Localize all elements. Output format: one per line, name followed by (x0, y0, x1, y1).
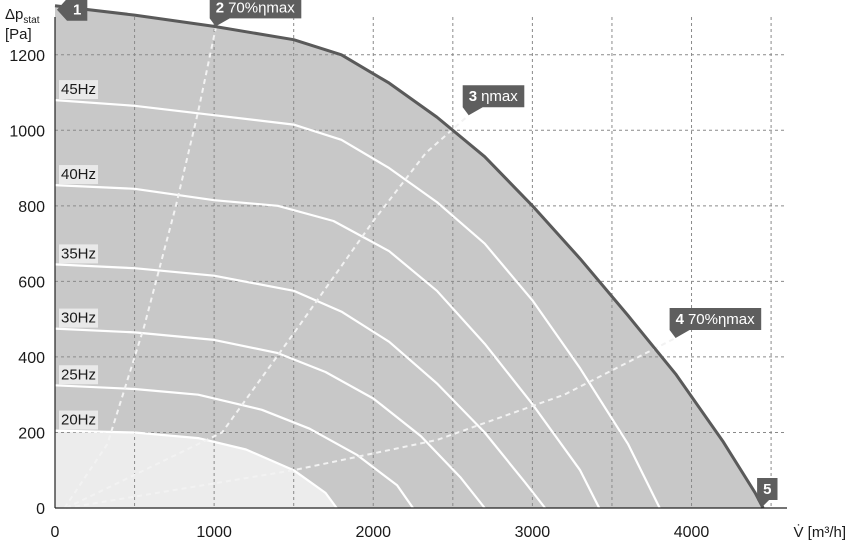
frequency-labels: 45Hz 40Hz 35Hz 30Hz 25Hz 20Hz (59, 80, 99, 430)
frequency-label-bg (59, 165, 99, 185)
point-marker-label: 3 ηmax (469, 88, 519, 105)
point-marker-tag (209, 0, 302, 27)
low-frequency-region (55, 430, 337, 508)
point-marker-2: 2 70%ηmax (209, 0, 302, 27)
frequency-label-bg (59, 410, 99, 430)
frequency-label-40hz: 40Hz (61, 166, 96, 183)
frequency-curves (54, 99, 661, 509)
frequency-label-35hz: 35Hz (61, 245, 96, 262)
frequency-label-bg (59, 365, 99, 385)
grid (55, 17, 787, 508)
x-axis-label: V̇ [m³/h] (793, 524, 846, 541)
point-marker-5: 5 (757, 478, 778, 506)
point-marker-tag (57, 0, 88, 21)
y-tick-label: 800 (18, 199, 45, 216)
frequency-label-bg (59, 80, 99, 100)
y-tick-label: 200 (18, 425, 45, 442)
frequency-curve-40hz (54, 184, 601, 509)
frequency-label-bg (59, 308, 99, 328)
efficiency-line-2 (65, 114, 470, 509)
frequency-curve-35hz (54, 263, 546, 509)
efficiency-line-3 (65, 337, 677, 509)
frequency-curve-30hz (54, 327, 486, 509)
point-marker-label: 1 (73, 2, 81, 19)
point-marker-tag (757, 478, 778, 506)
y-tick-label: 1200 (9, 48, 45, 65)
frequency-label-bg (59, 244, 99, 264)
y-tick-label: 400 (18, 350, 45, 367)
x-tick-label: 4000 (674, 524, 710, 541)
operating-region (55, 5, 764, 508)
y-tick-label: 600 (18, 274, 45, 291)
frequency-label-20hz: 20Hz (61, 412, 96, 429)
point-marker-1: 1 (57, 0, 88, 21)
y-tick-label: 0 (36, 501, 45, 518)
x-tick-label: 0 (51, 524, 60, 541)
point-marker-label: 5 (763, 481, 771, 498)
frequency-label-25hz: 25Hz (61, 366, 96, 383)
point-marker-tag (462, 85, 525, 116)
operating-regions (55, 5, 764, 508)
point-marker-4: 4 70%ηmax (669, 308, 762, 338)
y-axis-unit: [Pa] (5, 26, 32, 43)
x-tick-label: 2000 (355, 524, 391, 541)
max-curve (54, 4, 765, 509)
point-marker-tag (669, 308, 762, 338)
efficiency-line-1 (63, 28, 217, 509)
y-axis-label: Δpstat (5, 6, 40, 26)
x-tick-label: 1000 (196, 524, 232, 541)
frequency-label-30hz: 30Hz (61, 310, 96, 327)
x-tick-label: 3000 (515, 524, 551, 541)
y-tick-label: 1000 (9, 123, 45, 140)
frequency-curve-45hz (54, 99, 661, 509)
axis-labels: 0 200 400 600 800 1000 1200 0 1000 2000 3000 4000 Δp… (5, 6, 846, 541)
point-marker-label: 2 70%ηmax (216, 0, 296, 16)
efficiency-lines (63, 28, 677, 509)
point-marker-label: 4 70%ηmax (676, 311, 756, 328)
frequency-label-45hz: 45Hz (61, 81, 96, 98)
point-markers: 1 2 70%ηmax 3 ηmax 4 70%ηmax 5 (57, 0, 778, 506)
axes (54, 4, 787, 509)
frequency-curve-20hz (54, 429, 338, 509)
point-marker-3: 3 ηmax (462, 85, 525, 116)
frequency-curve-25hz (54, 384, 414, 509)
